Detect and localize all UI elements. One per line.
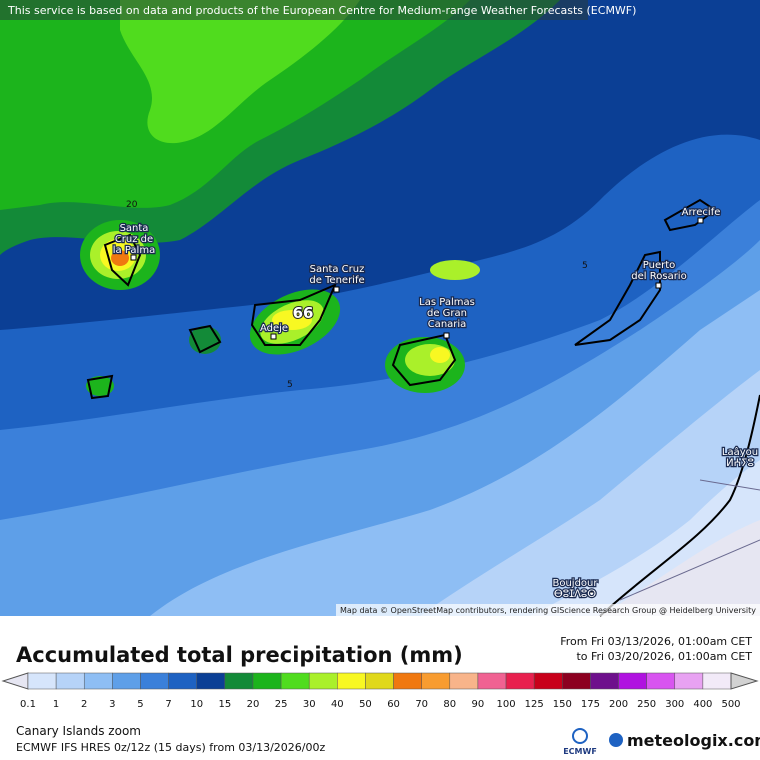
colorbar-box [533, 672, 563, 690]
colorbar-box [505, 672, 535, 690]
attribution: Map data © OpenStreetMap contributors, r… [340, 606, 756, 615]
colorbar-label: 125 [525, 699, 544, 710]
banner: This service is based on data and produc… [7, 4, 636, 17]
place-label: Las Palmas [419, 297, 475, 308]
colorbar-box [646, 672, 676, 690]
colorbar-box [83, 672, 113, 690]
colorbar-label: 90 [472, 699, 485, 710]
place-label: Arrecife [682, 207, 721, 218]
place-marker [270, 333, 277, 340]
place-marker [130, 254, 137, 261]
place-label: Laâyou [722, 446, 758, 458]
colorbar-label: 7 [165, 699, 171, 710]
colorbar-label: 30 [303, 699, 316, 710]
colorbar-box [702, 672, 732, 690]
colorbar-box [55, 672, 85, 690]
place-label: Puerto [643, 260, 676, 271]
colorbar-label: 60 [387, 699, 400, 710]
contour-label: 5 [287, 380, 293, 390]
place-label: Boujdour [552, 578, 598, 589]
contour-label: 5 [582, 261, 588, 271]
colorbar-label: 2 [81, 699, 87, 710]
colorbar: 0.1 1 2 3 5 7 10 15 20 25 30 40 50 60 70 80 90 100 125 150 1… [1, 672, 759, 710]
colorbar-box [393, 672, 422, 690]
colorbar-label: 400 [693, 699, 712, 710]
colorbar-label: 80 [443, 699, 456, 710]
colorbar-box [590, 672, 619, 690]
colorbar-label: 200 [609, 699, 628, 710]
max-label: 66 [293, 304, 314, 322]
colorbar-label: 50 [359, 699, 372, 710]
region: Canary Islands zoom [16, 724, 141, 738]
colorbar-box [112, 672, 141, 690]
period-from: From Fri 03/13/2026, 01:00am CET [560, 635, 752, 648]
place-label: Canaria [428, 319, 467, 330]
colorbar-box [252, 672, 282, 690]
colorbar-box [280, 672, 310, 690]
place-label: ⴱⵓⵊⴷⵓⵔ [554, 589, 596, 600]
colorbar-label: 175 [581, 699, 600, 710]
colorbar-label: 1 [53, 699, 59, 710]
place-label: Santa Cruz [310, 264, 365, 275]
place-marker [697, 217, 704, 224]
colorbar-arrow [730, 672, 759, 690]
place-marker [443, 332, 450, 339]
colorbar-box [674, 672, 704, 690]
colorbar-label: 5 [137, 699, 143, 710]
place-marker [333, 286, 340, 293]
colorbar-box [337, 672, 366, 690]
colorbar-box [449, 672, 479, 690]
ecmwf-logo: ECMWF [563, 747, 597, 756]
place-label: de Tenerife [309, 275, 364, 286]
colorbar-label: 10 [190, 699, 203, 710]
place-label: de Gran [427, 308, 467, 319]
colorbar-box [618, 672, 647, 690]
colorbar-label: 100 [496, 699, 515, 710]
colorbar-label: 70 [415, 699, 428, 710]
legend-title: Accumulated total precipitation (mm) [16, 643, 463, 667]
ecmwf-logo-mark [572, 728, 588, 744]
colorbar-box [421, 672, 451, 690]
place-label: Santa [120, 223, 149, 234]
colorbar-label: 0.1 [20, 699, 36, 710]
colorbar-label: 15 [218, 699, 231, 710]
colorbar-label: 25 [275, 699, 288, 710]
colorbar-label: 40 [331, 699, 344, 710]
model: ECMWF IFS HRES 0z/12z (15 days) from 03/… [16, 741, 326, 754]
colorbar-box [365, 672, 394, 690]
brand-logo-mark[interactable] [609, 733, 623, 747]
place-marker [655, 282, 662, 289]
colorbar-box [140, 672, 169, 690]
colorbar-box [168, 672, 197, 690]
place-label: ⵍⵄⵢⵓ [726, 458, 754, 469]
place-label: Adeje [260, 323, 288, 334]
colorbar-box [224, 672, 254, 690]
colorbar-label: 300 [665, 699, 684, 710]
colorbar-label: 3 [109, 699, 115, 710]
colorbar-label: 20 [247, 699, 260, 710]
colorbar-box [308, 672, 338, 690]
contour-label: 20 [126, 200, 138, 210]
period-to: to Fri 03/20/2026, 01:00am CET [576, 650, 752, 663]
colorbar-label: 500 [721, 699, 740, 710]
place-label: Cruz de [115, 234, 153, 245]
place-label: del Rosario [631, 271, 686, 282]
map: This service is based on data and produc… [0, 0, 760, 617]
brand[interactable]: meteologix.com [627, 731, 760, 750]
colorbar-box [477, 672, 507, 690]
colorbar-label: 250 [637, 699, 656, 710]
colorbar-box [562, 672, 591, 690]
colorbar-box [196, 672, 226, 690]
colorbar-label: 150 [553, 699, 572, 710]
colorbar-arrow [1, 672, 29, 690]
colorbar-box [27, 672, 57, 690]
place-marker [588, 591, 595, 598]
place-label: la Palma [113, 245, 155, 256]
